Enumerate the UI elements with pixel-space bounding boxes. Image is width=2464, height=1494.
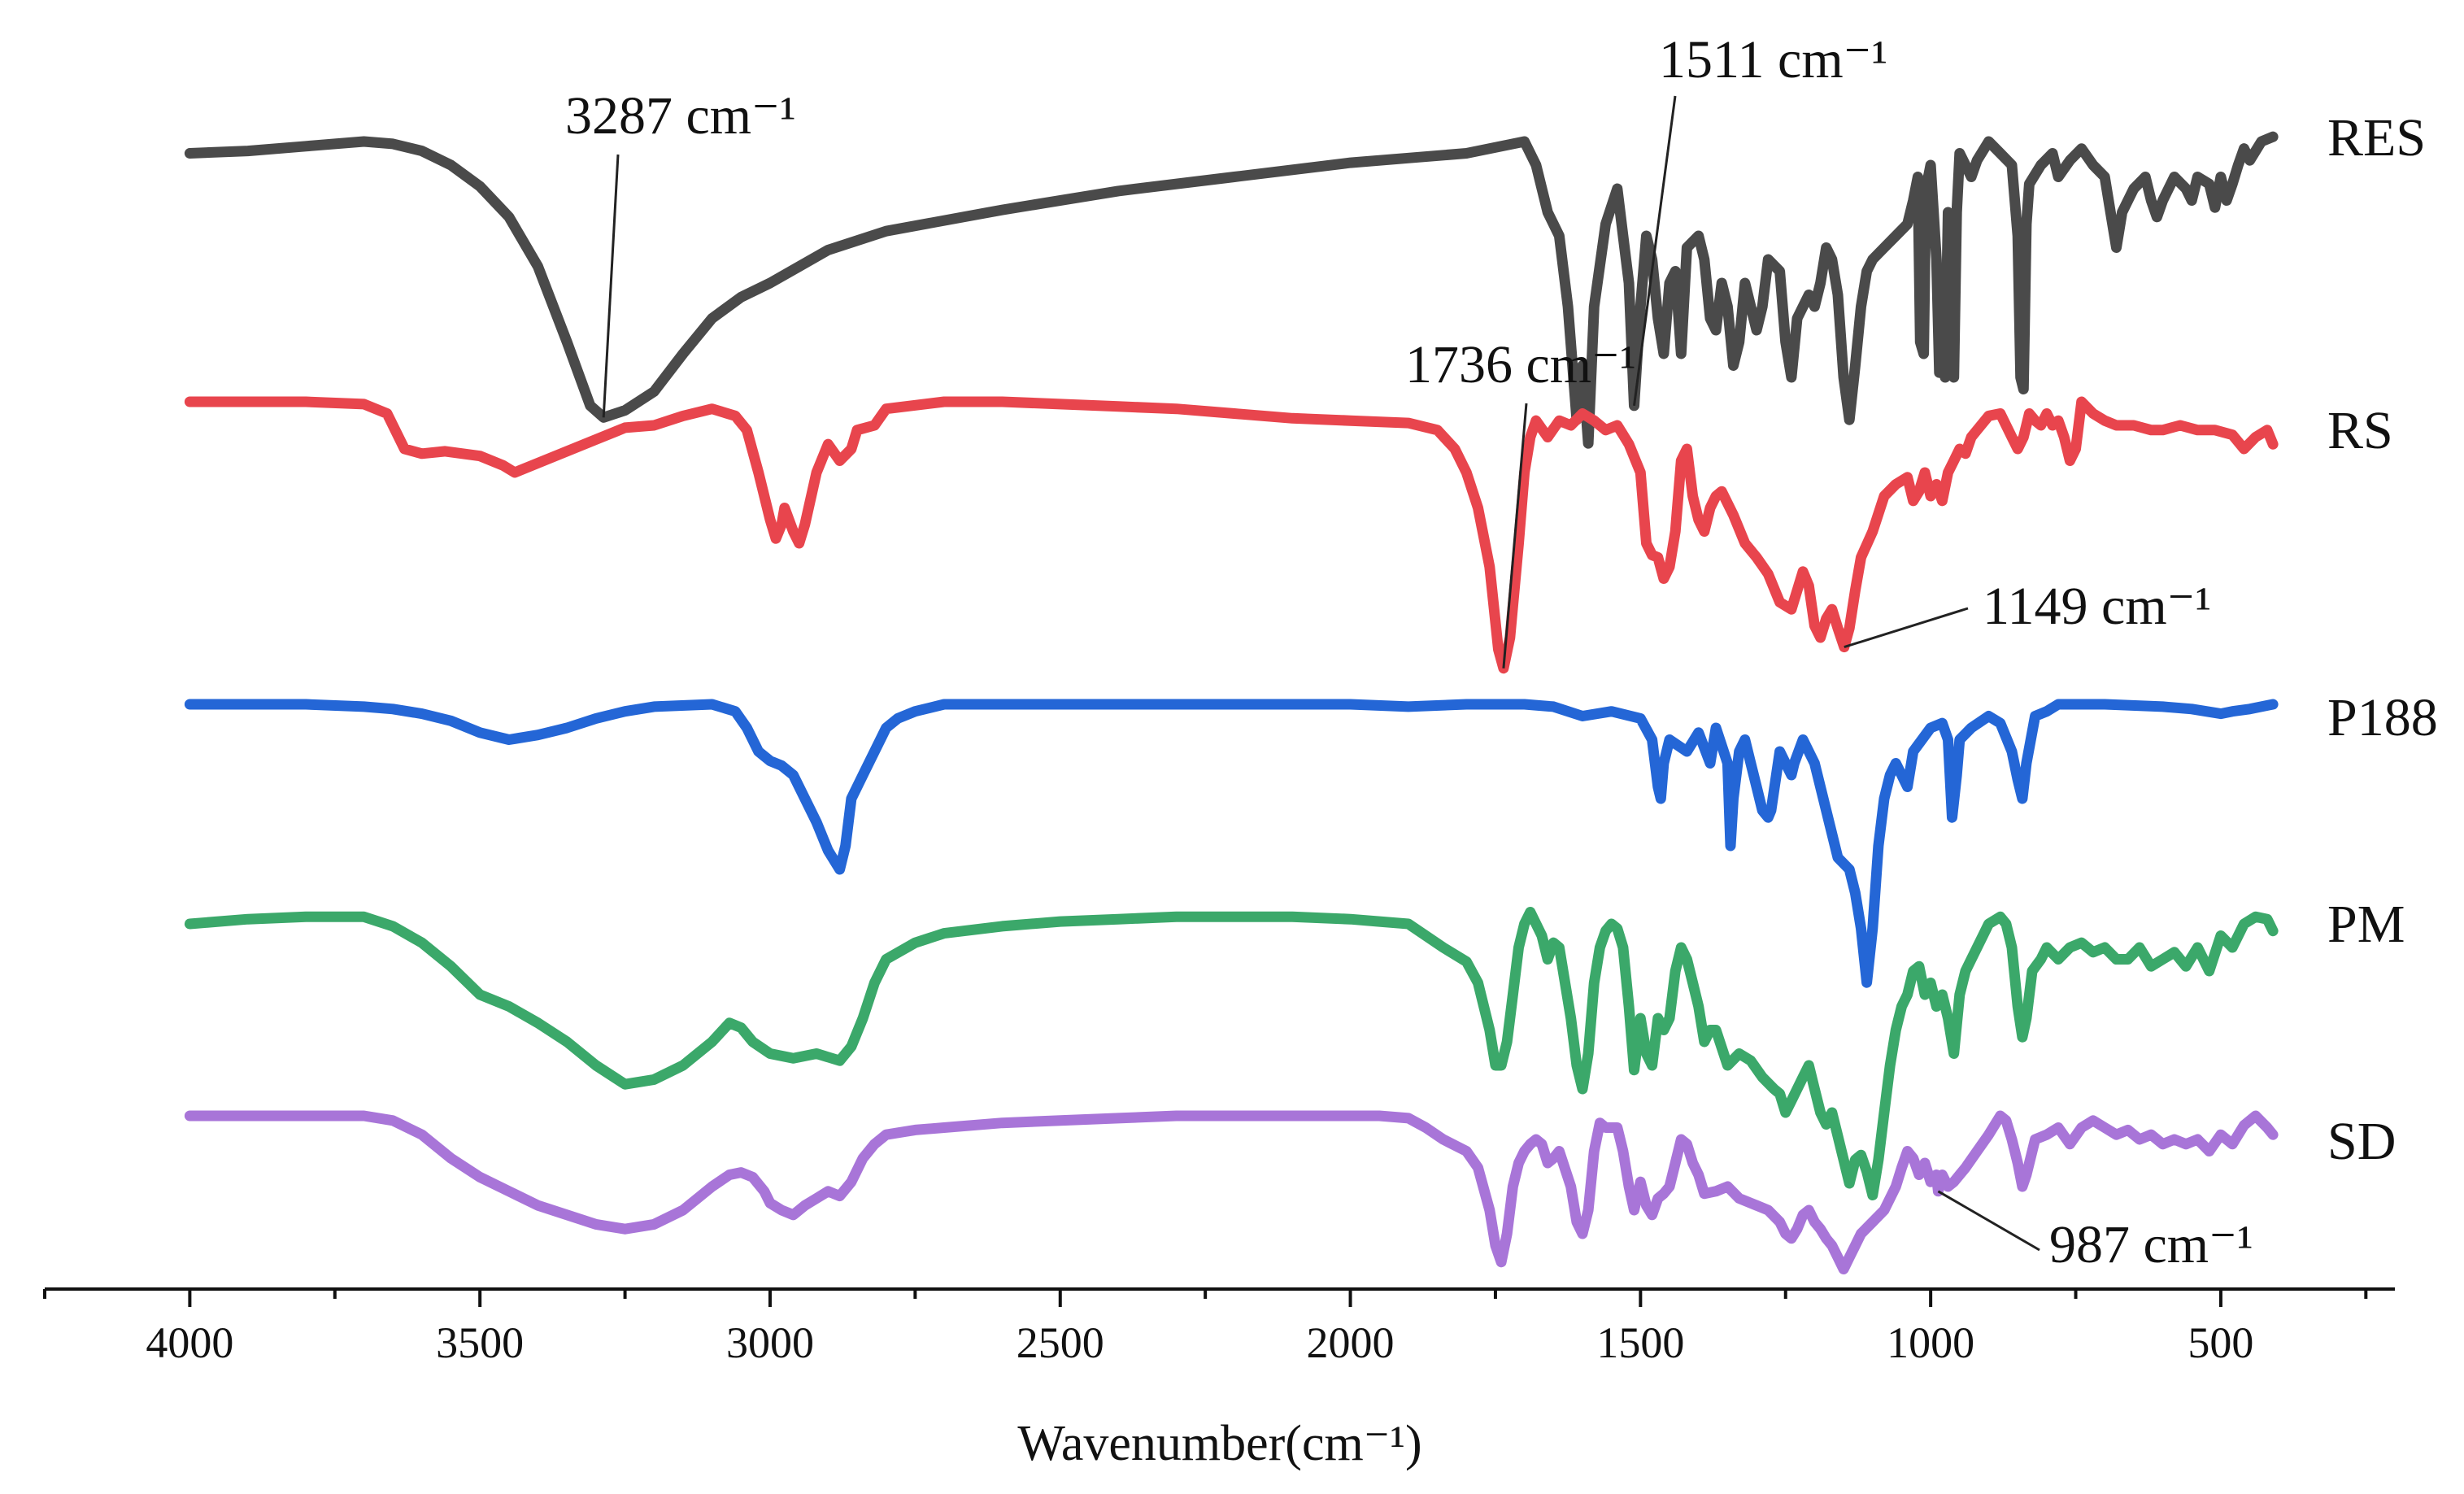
annotation-leader-1736: [1502, 403, 1528, 669]
x-tick-label: 4000: [146, 1318, 233, 1367]
annotation-leader-3287: [602, 154, 620, 418]
x-axis: 4000 3500 3000 2500 2000 1500 1000 500: [43, 1287, 2395, 1367]
x-tick-label: 1000: [1887, 1318, 1974, 1367]
x-axis-title: Wavenumber(cm⁻¹): [1017, 1416, 1421, 1471]
series-label-p188: P188: [2327, 688, 2438, 747]
annotation-leader-1511: [1633, 95, 1677, 406]
series-line-p188: [184, 699, 2279, 988]
annotation-leader-987: [1937, 1190, 2040, 1252]
annotation-1149: 1149 cm⁻¹: [1983, 577, 2211, 636]
series-label-res: RES: [2327, 108, 2426, 168]
series-line-rs: [184, 396, 2279, 674]
annotation-leader-1149: [1844, 607, 1969, 649]
series-line-res: [184, 131, 2279, 449]
x-tick-label: 500: [2188, 1318, 2253, 1367]
series-label-rs: RS: [2327, 401, 2393, 460]
annotation-1511: 1511 cm⁻¹: [1659, 30, 1887, 89]
x-tick-label: 1500: [1596, 1318, 1684, 1367]
series-line-sd: [184, 1110, 2279, 1274]
annotation-3287: 3287 cm⁻¹: [565, 86, 796, 146]
x-tick-label: 2500: [1017, 1318, 1104, 1367]
annotation-1736: 1736 cm⁻¹: [1405, 335, 1636, 394]
x-tick-label: 2000: [1307, 1318, 1395, 1367]
x-tick-label: 3500: [436, 1318, 524, 1367]
series-label-sd: SD: [2327, 1112, 2396, 1171]
annotation-987: 987 cm⁻¹: [2049, 1215, 2253, 1274]
series-line-pm: [184, 907, 2279, 1200]
x-tick-label: 3000: [726, 1318, 814, 1367]
series-label-pm: PM: [2327, 895, 2405, 954]
annotation-layer: 3287 cm⁻¹ 1511 cm⁻¹ 1736 cm⁻¹ 1149 cm⁻¹ 987 …: [565, 30, 2253, 1274]
series-layer: RES RS P188 PM SD: [184, 108, 2438, 1274]
